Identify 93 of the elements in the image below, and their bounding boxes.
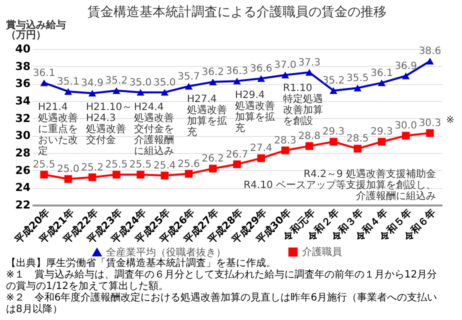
data-label: 36.3 bbox=[226, 66, 248, 78]
data-label: 30.0 bbox=[394, 120, 417, 132]
point bbox=[184, 82, 193, 90]
data-label: 37.0 bbox=[274, 60, 296, 71]
legend-label: 介護職員 bbox=[302, 246, 342, 258]
data-label: 25.4 bbox=[154, 160, 176, 172]
point bbox=[160, 172, 169, 180]
data-label: 35.7 bbox=[178, 71, 200, 82]
data-label: 28.8 bbox=[298, 131, 320, 142]
point bbox=[160, 88, 169, 96]
point bbox=[233, 78, 241, 84]
point bbox=[257, 75, 265, 82]
point bbox=[40, 170, 48, 179]
legend-label: 全産業平均（役職者抜き） bbox=[106, 246, 226, 258]
y-tick-label: 40 bbox=[15, 42, 31, 56]
point bbox=[305, 69, 314, 76]
point bbox=[330, 138, 338, 146]
y-tick-label: 36 bbox=[15, 77, 31, 90]
data-label: 25.2 bbox=[81, 162, 104, 174]
point bbox=[209, 164, 217, 172]
point bbox=[330, 87, 338, 94]
data-label: 27.4 bbox=[250, 143, 272, 154]
data-label: 25.5 bbox=[129, 160, 152, 171]
point bbox=[426, 58, 434, 64]
point bbox=[184, 170, 193, 178]
data-label: 28.5 bbox=[346, 134, 369, 145]
point bbox=[233, 160, 241, 168]
y-tick-label: 32 bbox=[15, 112, 30, 125]
annotation: ※ bbox=[446, 115, 454, 126]
y-tick-label: 30 bbox=[15, 129, 31, 142]
point bbox=[88, 173, 96, 182]
point bbox=[402, 132, 410, 140]
data-label: 35.2 bbox=[105, 76, 128, 87]
annotation: H27.4 処遇改善加算を拡充 bbox=[187, 94, 227, 138]
data-label: 34.9 bbox=[81, 78, 104, 90]
data-label: 25.5 bbox=[32, 160, 56, 171]
point bbox=[426, 129, 434, 137]
data-label: 25.0 bbox=[57, 164, 80, 175]
data-label: 28.3 bbox=[274, 135, 296, 146]
y-tick-label: 26 bbox=[15, 164, 31, 177]
data-label: 35.5 bbox=[346, 73, 369, 84]
point bbox=[112, 87, 120, 94]
data-label: 30.3 bbox=[418, 118, 442, 130]
data-label: 35.0 bbox=[154, 77, 176, 88]
data-label: 25.6 bbox=[178, 158, 200, 170]
data-label: 37.3 bbox=[298, 57, 320, 68]
data-label: 36.1 bbox=[32, 68, 56, 79]
point bbox=[354, 84, 362, 92]
point bbox=[257, 154, 265, 162]
data-label: 36.9 bbox=[394, 60, 417, 72]
data-label: 38.6 bbox=[418, 46, 442, 58]
data-label: 26.7 bbox=[226, 149, 248, 160]
data-label: 29.3 bbox=[370, 126, 393, 138]
y-tick-label: 38 bbox=[15, 60, 30, 73]
data-label: 36.1 bbox=[370, 68, 393, 79]
annotation: R1.10 特定処遇改善加算を創設 bbox=[283, 83, 323, 127]
y-tick-label: 34 bbox=[15, 94, 31, 108]
point bbox=[64, 88, 72, 95]
point bbox=[305, 142, 314, 150]
data-label: 35.1 bbox=[57, 76, 80, 88]
annotation: H29.4 処遇改善加算を拡充 bbox=[235, 90, 275, 134]
data-label: 35.2 bbox=[322, 76, 345, 87]
text: 【出典】厚生労働省「賃金構造基本統計調査」を基に作成。 bbox=[6, 257, 276, 269]
point bbox=[136, 170, 144, 179]
annotation: R4.2～9 処遇改善支援補助金 R4.10 ベースアップ等支援加算を創設し、介護報酬に組込み bbox=[244, 168, 436, 202]
point bbox=[88, 90, 96, 97]
chart-title: 賃金構造基本統計調査による介護職員の賃金の推移 bbox=[88, 5, 386, 20]
annotation: H21.10～ H24.3 処遇改善交付金 bbox=[86, 102, 132, 146]
point bbox=[354, 144, 362, 153]
point bbox=[281, 146, 290, 154]
data-label: 36.6 bbox=[250, 63, 272, 74]
data-label: 25.5 bbox=[105, 160, 128, 171]
point bbox=[64, 175, 72, 183]
y-tick-label: 22 bbox=[15, 198, 30, 212]
y-axis-title: 賞与込み給与（万円） bbox=[6, 19, 66, 41]
point bbox=[402, 72, 410, 80]
data-label: 35.0 bbox=[129, 77, 152, 88]
annotation: H24.4 処遇改善交付金を介護報酬に組込み bbox=[134, 102, 174, 157]
point bbox=[378, 138, 386, 146]
point bbox=[281, 72, 290, 78]
point bbox=[112, 170, 120, 179]
y-tick-label: 28 bbox=[15, 146, 30, 160]
point bbox=[378, 79, 386, 86]
data-label: 36.2 bbox=[202, 66, 224, 78]
y-tick-label: 24 bbox=[15, 181, 31, 194]
data-label: 26.2 bbox=[202, 154, 224, 165]
data-label: 29.3 bbox=[322, 126, 345, 138]
annotation: H21.4 処遇改善に重点をおいた改定 bbox=[38, 102, 78, 157]
point bbox=[136, 88, 144, 96]
point bbox=[40, 79, 48, 86]
point bbox=[209, 78, 217, 86]
text: ※２ 令和6年度介護報酬改定における処遇改善加算の見直しは昨年6月施行（事業者への支払いは8月以降） bbox=[6, 292, 438, 315]
text: ※１ 賞与込み給与は、調査年の６月分として支払われた給与に調査年の前年の１月から12月分の賞与の1/12を加えて算出した額。 bbox=[6, 268, 438, 292]
